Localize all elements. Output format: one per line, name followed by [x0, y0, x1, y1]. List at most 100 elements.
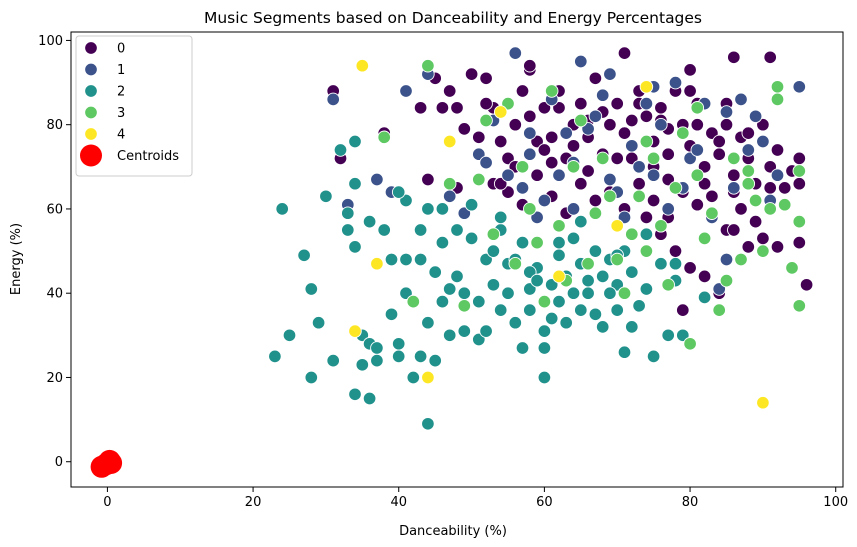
data-point-cluster-0	[603, 117, 617, 132]
data-point-cluster-0	[537, 143, 552, 157]
data-point-cluster-2	[493, 210, 508, 225]
plot-points	[90, 46, 814, 478]
data-point-cluster-2	[413, 349, 428, 364]
data-point-cluster-0	[632, 176, 646, 191]
data-point-cluster-1	[734, 92, 748, 107]
y-tick-label: 100	[38, 34, 63, 49]
data-point-cluster-2	[552, 248, 566, 263]
data-point-cluster-0	[515, 84, 530, 98]
data-point-cluster-1	[537, 193, 552, 208]
data-point-cluster-3	[748, 193, 763, 208]
data-point-cluster-2	[508, 315, 523, 330]
data-point-cluster-2	[523, 265, 537, 279]
data-point-cluster-0	[566, 139, 581, 153]
data-point-cluster-3	[705, 206, 719, 220]
data-point-cluster-2	[464, 197, 479, 212]
data-point-cluster-0	[690, 117, 705, 132]
legend-label: Centroids	[117, 149, 179, 164]
data-point-cluster-0	[472, 130, 486, 145]
data-point-cluster-2	[661, 328, 675, 343]
data-point-cluster-3	[530, 235, 544, 250]
data-point-cluster-2	[479, 324, 493, 338]
data-point-cluster-1	[792, 80, 807, 94]
legend-label: 4	[117, 128, 125, 143]
data-point-cluster-2	[588, 244, 603, 258]
data-point-cluster-1	[719, 252, 734, 267]
legend-marker	[84, 84, 98, 98]
data-point-cluster-0	[639, 109, 654, 124]
data-point-cluster-0	[479, 96, 493, 111]
legend-marker	[84, 105, 98, 120]
data-point-cluster-1	[632, 160, 646, 174]
data-point-cluster-3	[625, 227, 639, 241]
data-point-cluster-2	[384, 252, 399, 267]
data-point-cluster-2	[319, 189, 333, 204]
data-point-cluster-2	[574, 303, 588, 317]
data-point-cluster-1	[719, 105, 734, 119]
data-point-cluster-1	[326, 92, 340, 107]
data-point-cluster-0	[508, 117, 523, 132]
data-point-cluster-4	[610, 219, 624, 233]
data-point-cluster-1	[668, 75, 683, 90]
data-point-cluster-1	[639, 96, 654, 111]
data-point-cluster-3	[690, 168, 705, 182]
data-point-cluster-0	[639, 210, 654, 225]
legend: 0 1 2 3 4 Centroids	[75, 35, 193, 177]
data-point-cluster-1	[370, 172, 384, 187]
data-point-cluster-3	[697, 231, 712, 246]
data-point-cluster-2	[450, 223, 464, 237]
data-point-cluster-0	[741, 126, 756, 140]
data-point-cluster-2	[639, 282, 654, 296]
data-point-cluster-3	[457, 299, 472, 313]
data-point-cluster-0	[741, 240, 756, 254]
y-tick-label: 40	[46, 287, 63, 302]
data-point-cluster-0	[413, 101, 428, 115]
data-point-cluster-2	[384, 307, 399, 322]
legend-marker	[84, 62, 98, 77]
data-point-cluster-2	[377, 223, 391, 237]
data-point-cluster-3	[654, 219, 668, 233]
data-point-cluster-2	[472, 294, 486, 309]
data-point-cluster-3	[792, 299, 807, 313]
data-point-cluster-0	[676, 303, 690, 317]
legend-label: 3	[117, 106, 125, 121]
data-point-cluster-0	[712, 134, 726, 149]
data-point-cluster-2	[435, 202, 450, 216]
plot-frame	[70, 31, 844, 488]
data-point-cluster-0	[719, 117, 734, 132]
data-point-cluster-4	[442, 134, 457, 149]
data-point-cluster-2	[486, 244, 501, 258]
data-point-cluster-2	[639, 227, 654, 241]
data-point-cluster-1	[399, 84, 413, 98]
data-point-cluster-2	[654, 256, 668, 271]
data-point-cluster-2	[391, 337, 406, 351]
data-point-cluster-3	[668, 181, 683, 195]
data-point-cluster-2	[566, 286, 581, 300]
data-point-cluster-0	[690, 197, 705, 212]
data-point-cluster-2	[574, 214, 588, 229]
data-point-cluster-3	[544, 84, 559, 98]
legend-label: 1	[117, 63, 125, 78]
data-point-cluster-0	[683, 84, 697, 98]
data-point-cluster-0	[574, 176, 588, 191]
x-axis: 0 20 40 60 80 100	[103, 487, 848, 510]
data-point-cluster-1	[727, 181, 741, 195]
data-point-cluster-3	[479, 113, 493, 128]
y-axis: 0 20 40 60 80 100	[38, 34, 71, 470]
data-point-cluster-3	[661, 278, 675, 292]
data-point-cluster-0	[697, 176, 712, 191]
data-point-cluster-0	[581, 164, 595, 178]
data-point-cluster-3	[676, 126, 690, 140]
data-point-cluster-2	[646, 349, 661, 364]
data-point-cluster-1	[756, 134, 770, 149]
data-point-cluster-2	[625, 320, 639, 334]
data-point-cluster-2	[530, 273, 544, 288]
x-tick-label: 100	[823, 495, 848, 510]
data-point-cluster-3	[792, 214, 807, 229]
y-axis-label: Energy (%)	[9, 223, 24, 295]
data-point-cluster-2	[391, 185, 406, 199]
data-point-cluster-0	[588, 193, 603, 208]
data-point-cluster-1	[508, 46, 523, 60]
data-point-cluster-2	[552, 294, 566, 309]
data-point-cluster-2	[282, 328, 297, 343]
